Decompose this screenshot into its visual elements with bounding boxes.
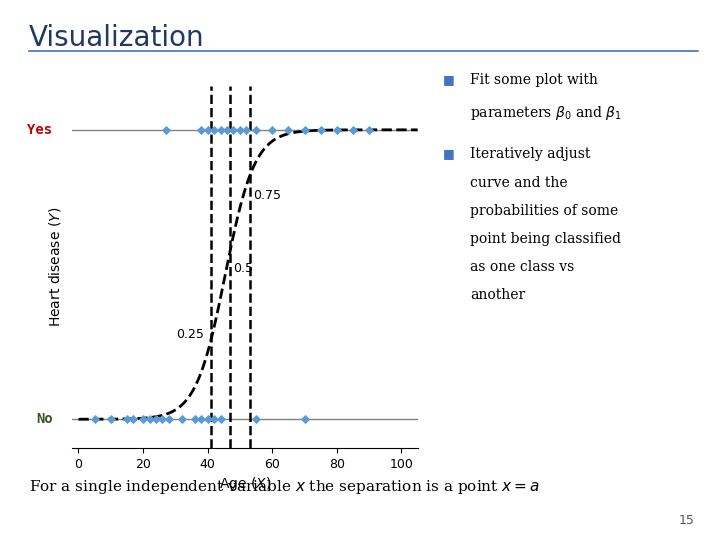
Point [215, 415, 226, 423]
Point [189, 415, 200, 423]
Point [315, 125, 326, 134]
Text: 15: 15 [679, 514, 695, 526]
Text: ■: ■ [443, 73, 454, 86]
Point [195, 415, 207, 423]
Point [331, 125, 343, 134]
Text: as one class vs: as one class vs [470, 260, 575, 274]
Point [266, 125, 278, 134]
Point [299, 415, 310, 423]
Text: 0.25: 0.25 [176, 328, 204, 341]
Point [215, 125, 226, 134]
Text: probabilities of some: probabilities of some [470, 204, 618, 218]
Point [208, 415, 220, 423]
Point [221, 125, 233, 134]
Point [347, 125, 359, 134]
Point [228, 125, 239, 134]
Text: point being classified: point being classified [470, 232, 621, 246]
Point [364, 125, 375, 134]
Text: another: another [470, 288, 526, 302]
Point [195, 125, 207, 134]
Text: curve and the: curve and the [470, 176, 568, 190]
Text: ■: ■ [443, 147, 454, 160]
X-axis label: Age ($X$): Age ($X$) [219, 475, 271, 493]
Point [202, 415, 213, 423]
Text: For a single independent variable $x$ the separation is a point $x = a$: For a single independent variable $x$ th… [29, 478, 540, 496]
Point [138, 415, 149, 423]
Y-axis label: Heart disease ($Y$): Heart disease ($Y$) [47, 207, 63, 327]
Text: Yes: Yes [27, 123, 53, 137]
Point [157, 415, 168, 423]
Point [251, 125, 262, 134]
Point [251, 415, 262, 423]
Text: Iteratively adjust: Iteratively adjust [470, 147, 590, 161]
Point [234, 125, 246, 134]
Text: 0.75: 0.75 [253, 189, 281, 202]
Point [163, 415, 175, 423]
Point [208, 125, 220, 134]
Point [150, 415, 162, 423]
Text: Fit some plot with: Fit some plot with [470, 73, 598, 87]
Point [202, 125, 213, 134]
Point [160, 125, 171, 134]
Point [89, 415, 100, 423]
Text: 0.5: 0.5 [233, 261, 253, 274]
Text: No: No [36, 412, 53, 426]
Point [176, 415, 188, 423]
Point [105, 415, 117, 423]
Text: Visualization: Visualization [29, 24, 204, 52]
Point [144, 415, 156, 423]
Point [283, 125, 294, 134]
Text: parameters $\beta_0$ and $\beta_1$: parameters $\beta_0$ and $\beta_1$ [470, 104, 622, 122]
Point [240, 125, 252, 134]
Point [121, 415, 132, 423]
Point [299, 125, 310, 134]
Point [127, 415, 139, 423]
